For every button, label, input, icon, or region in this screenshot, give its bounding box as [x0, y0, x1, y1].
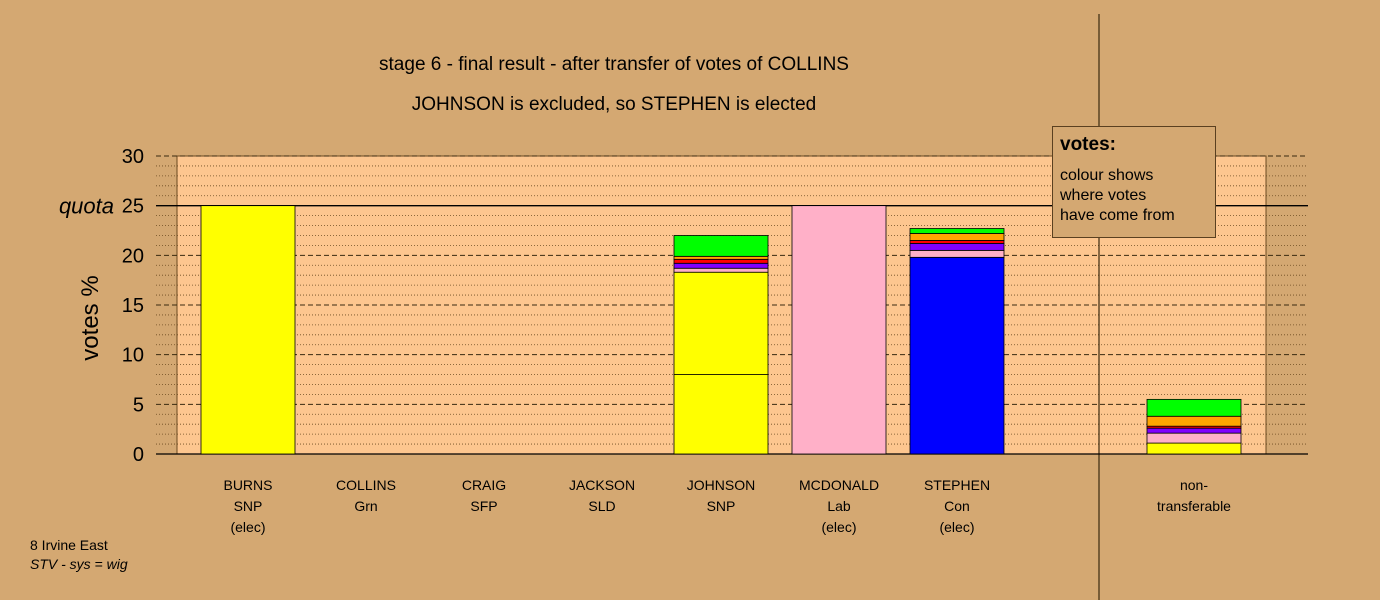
y-tick-label: 30	[122, 146, 144, 168]
bar-segment	[909, 243, 1005, 251]
category-status-label: (elec)	[230, 519, 265, 535]
bar-segment	[909, 228, 1005, 234]
category-label: COLLINS	[336, 477, 396, 493]
y-axis-title: votes %	[77, 275, 104, 360]
bar-segment	[909, 256, 1005, 455]
bar-segment	[200, 205, 296, 455]
bar-segment	[673, 255, 769, 260]
category-party-label: SLD	[588, 498, 615, 514]
category-party-label: SNP	[707, 498, 736, 514]
category-party-label: Grn	[354, 498, 377, 514]
y-tick-label: 20	[122, 245, 144, 267]
y-tick-label: 5	[133, 394, 144, 416]
bar-segment	[673, 235, 769, 257]
legend-title: votes:	[1060, 134, 1116, 155]
y-tick-label: 0	[133, 444, 144, 466]
bar-segment	[909, 249, 1005, 258]
bar-segment	[673, 262, 769, 269]
category-status-label: (elec)	[821, 519, 856, 535]
bar-segment	[1146, 442, 1242, 455]
bar-segment	[1146, 415, 1242, 427]
bar-segment	[909, 233, 1005, 241]
footer-ward: 8 Irvine East	[30, 537, 108, 553]
category-label: STEPHEN	[924, 477, 990, 493]
category-party-label: Con	[944, 498, 970, 514]
category-label: JACKSON	[569, 477, 635, 493]
bar-segment	[673, 267, 769, 273]
category-label: BURNS	[223, 477, 272, 493]
legend-line: have come from	[1060, 207, 1175, 224]
category-label: MCDONALD	[799, 477, 879, 493]
category-label: JOHNSON	[687, 477, 755, 493]
legend-line: where votes	[1060, 187, 1147, 204]
chart-subtitle: JOHNSON is excluded, so STEPHEN is elect…	[411, 94, 817, 115]
category-label: non-	[1180, 477, 1208, 493]
bar-segment	[909, 240, 1005, 244]
category-status-label: (elec)	[939, 519, 974, 535]
legend-box: votes: colour shows where votes have com…	[1052, 126, 1216, 238]
y-tick-label: 25	[122, 196, 144, 218]
category-label: CRAIG	[462, 477, 506, 493]
footer-system: STV - sys = wig	[30, 556, 128, 572]
quota-label: quota	[59, 194, 114, 219]
bar-segment	[1146, 432, 1242, 444]
legend-line: colour shows	[1060, 167, 1154, 184]
bar-segment	[791, 205, 887, 455]
bar-segment	[1146, 398, 1242, 417]
bar-segment	[673, 258, 769, 264]
category-party-label: SNP	[234, 498, 263, 514]
category-party-label: Lab	[827, 498, 851, 514]
bar-segment	[1146, 427, 1242, 434]
y-tick-label: 10	[122, 345, 144, 367]
category-party-label: transferable	[1157, 498, 1231, 514]
bar-segment	[673, 374, 769, 455]
chart-title: stage 6 - final result - after transfer …	[379, 54, 849, 75]
category-party-label: SFP	[470, 498, 497, 514]
y-tick-label: 15	[122, 295, 144, 317]
bar-segment	[673, 271, 769, 375]
